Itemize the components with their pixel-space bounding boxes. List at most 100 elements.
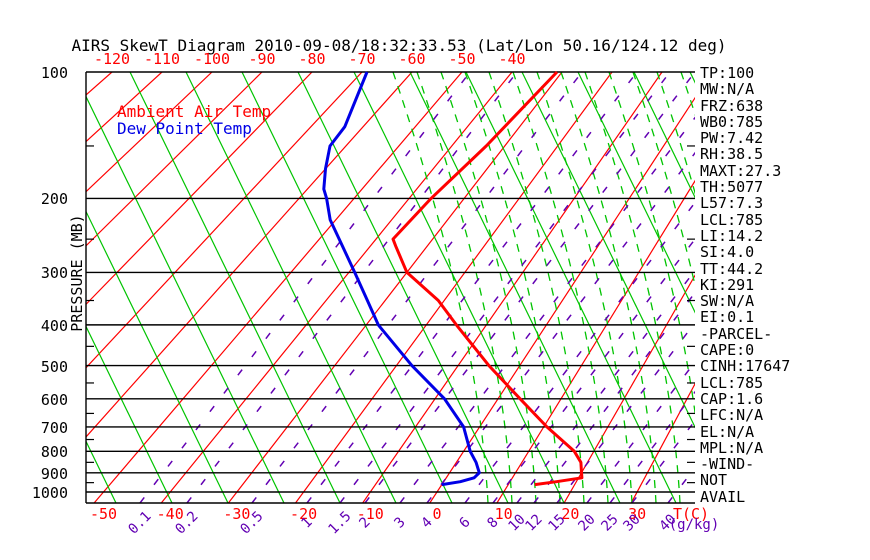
isotherm-line: [86, 72, 113, 96]
top-temp-label: -80: [298, 50, 326, 68]
isotherm-line: [86, 72, 263, 247]
mixing-ratio-line: [516, 269, 695, 503]
stat-line: CINH:17647: [700, 357, 791, 376]
bottom-temp-label: -50: [89, 505, 118, 523]
stat-line: EL:N/A: [700, 422, 755, 441]
top-temp-label: -60: [398, 50, 426, 68]
top-temp-label: -120: [93, 50, 131, 68]
isotherm-line: [496, 179, 695, 503]
legend-dew-point-temp: Dew Point Temp: [117, 119, 252, 138]
dewpoint-curve: [322, 71, 481, 487]
pressure-label: 200: [40, 190, 68, 209]
temp-axis-unit-label: T(C): [672, 505, 710, 523]
stat-line: -WIND-: [700, 455, 755, 474]
stat-line: SW:N/A: [700, 292, 755, 311]
stat-line: MPL:N/A: [700, 438, 764, 457]
ambient-temp-curve: [391, 70, 584, 487]
stat-line: MAXT:27.3: [700, 161, 782, 180]
isotherm-line: [86, 72, 413, 438]
moist-adiabat-line: [777, 72, 870, 503]
stat-line: WB0:785: [700, 112, 764, 131]
mixing-ratio-unit-label: (g/kg): [668, 517, 720, 533]
pressure-label: 700: [40, 418, 68, 437]
moist-adiabat-line: [849, 72, 870, 503]
mixing-ratio-line: [339, 72, 671, 503]
isotherm-line: [630, 382, 695, 503]
stat-line: TH:5077: [700, 178, 764, 197]
top-temp-label: -90: [248, 50, 276, 68]
dry-adiabat-line: [0, 72, 60, 503]
top-temp-label: -70: [348, 50, 376, 68]
dry-adiabat-line: [185, 72, 397, 503]
pressure-label: 1000: [31, 484, 68, 502]
isotherm-line: [160, 72, 513, 503]
dry-adiabat-line: [241, 72, 453, 503]
stat-line: LCL:785: [700, 373, 764, 392]
dry-adiabat-line: [521, 72, 695, 429]
dry-adiabat-line: [409, 72, 621, 503]
stat-line: CAP:1.6: [700, 389, 764, 408]
pressure-label: 100: [40, 64, 68, 82]
moist-adiabat-line: [608, 72, 695, 418]
sounding-stats-column: TP:100 MW:N/A FRZ:638 WB0:785 PW:7.42 RH:38.5…: [700, 65, 790, 505]
stat-line: FRZ:638: [700, 96, 764, 115]
isotherm-line: [86, 72, 313, 306]
pressure-axis-title: PRESSURE (MB): [68, 214, 86, 332]
pressure-label: 900: [40, 464, 68, 483]
legend-ambient-air-temp: Ambient Air Temp: [117, 102, 272, 121]
top-temp-label: -40: [498, 50, 526, 68]
mixing-ratio-line: [533, 291, 695, 503]
stat-line: LFC:N/A: [700, 406, 764, 425]
pressure-label: 300: [40, 264, 68, 283]
pressure-label: 500: [40, 357, 68, 376]
moist-adiabat-line: [440, 72, 537, 503]
stat-line: -PARCEL-: [700, 324, 773, 343]
stat-line: TP:100: [700, 64, 755, 82]
bottom-temp-label: 0: [432, 505, 442, 523]
bottom-temp-label: -20: [290, 505, 318, 523]
stat-line: EI:0.1: [700, 308, 755, 327]
isotherm-line: [86, 72, 363, 369]
isotherm-line: [93, 72, 463, 503]
stat-line: NOT: [700, 471, 728, 490]
stat-line: L57:7.3: [700, 194, 764, 213]
dry-adiabat-line: [577, 72, 695, 314]
dry-adiabat-line: [353, 72, 565, 503]
dry-adiabat-line: [86, 325, 173, 503]
pressure-label: 400: [40, 316, 68, 335]
dry-adiabat-line: [465, 72, 677, 503]
bottom-temp-label: 10: [494, 505, 513, 523]
dry-adiabat-line: [633, 72, 695, 199]
stat-line: KI:291: [700, 275, 755, 294]
isotherm-line: [362, 72, 663, 503]
stat-line: CAPE:0: [700, 341, 755, 360]
stat-line: LCL:785: [700, 210, 764, 229]
moist-adiabat-line: [560, 72, 657, 503]
stat-line: MW:N/A: [700, 80, 755, 99]
dry-adiabat-line: [86, 210, 229, 503]
pressure-label: 800: [40, 443, 68, 462]
bottom-temp-label: -40: [156, 505, 184, 523]
isotherm-line: [0, 72, 62, 503]
top-temp-label: -100: [193, 50, 231, 68]
stat-line: AVAIL: [700, 487, 746, 506]
moist-adiabat-line: [825, 72, 870, 503]
bottom-temp-label: -10: [356, 505, 384, 523]
bottom-temp-label: 30: [628, 505, 647, 523]
chart-title: AIRS SkewT Diagram 2010-09-08/18:32:33.5…: [71, 36, 727, 55]
stat-line: RH:38.5: [700, 145, 764, 164]
isotherm-line: [86, 72, 213, 193]
dry-adiabat-line: [86, 95, 285, 503]
stat-line: SI:4.0: [700, 243, 755, 262]
isotherm-line: [0, 72, 12, 503]
top-temp-label: -50: [448, 50, 476, 68]
isotherm-line: [227, 72, 563, 503]
stat-line: TT:44.2: [700, 259, 764, 278]
bottom-temp-label: -30: [223, 505, 251, 523]
isotherm-line: [563, 274, 695, 503]
stat-line: LI:14.2: [700, 226, 764, 245]
stat-line: PW:7.42: [700, 129, 764, 148]
dry-adiabat-line: [86, 440, 117, 503]
